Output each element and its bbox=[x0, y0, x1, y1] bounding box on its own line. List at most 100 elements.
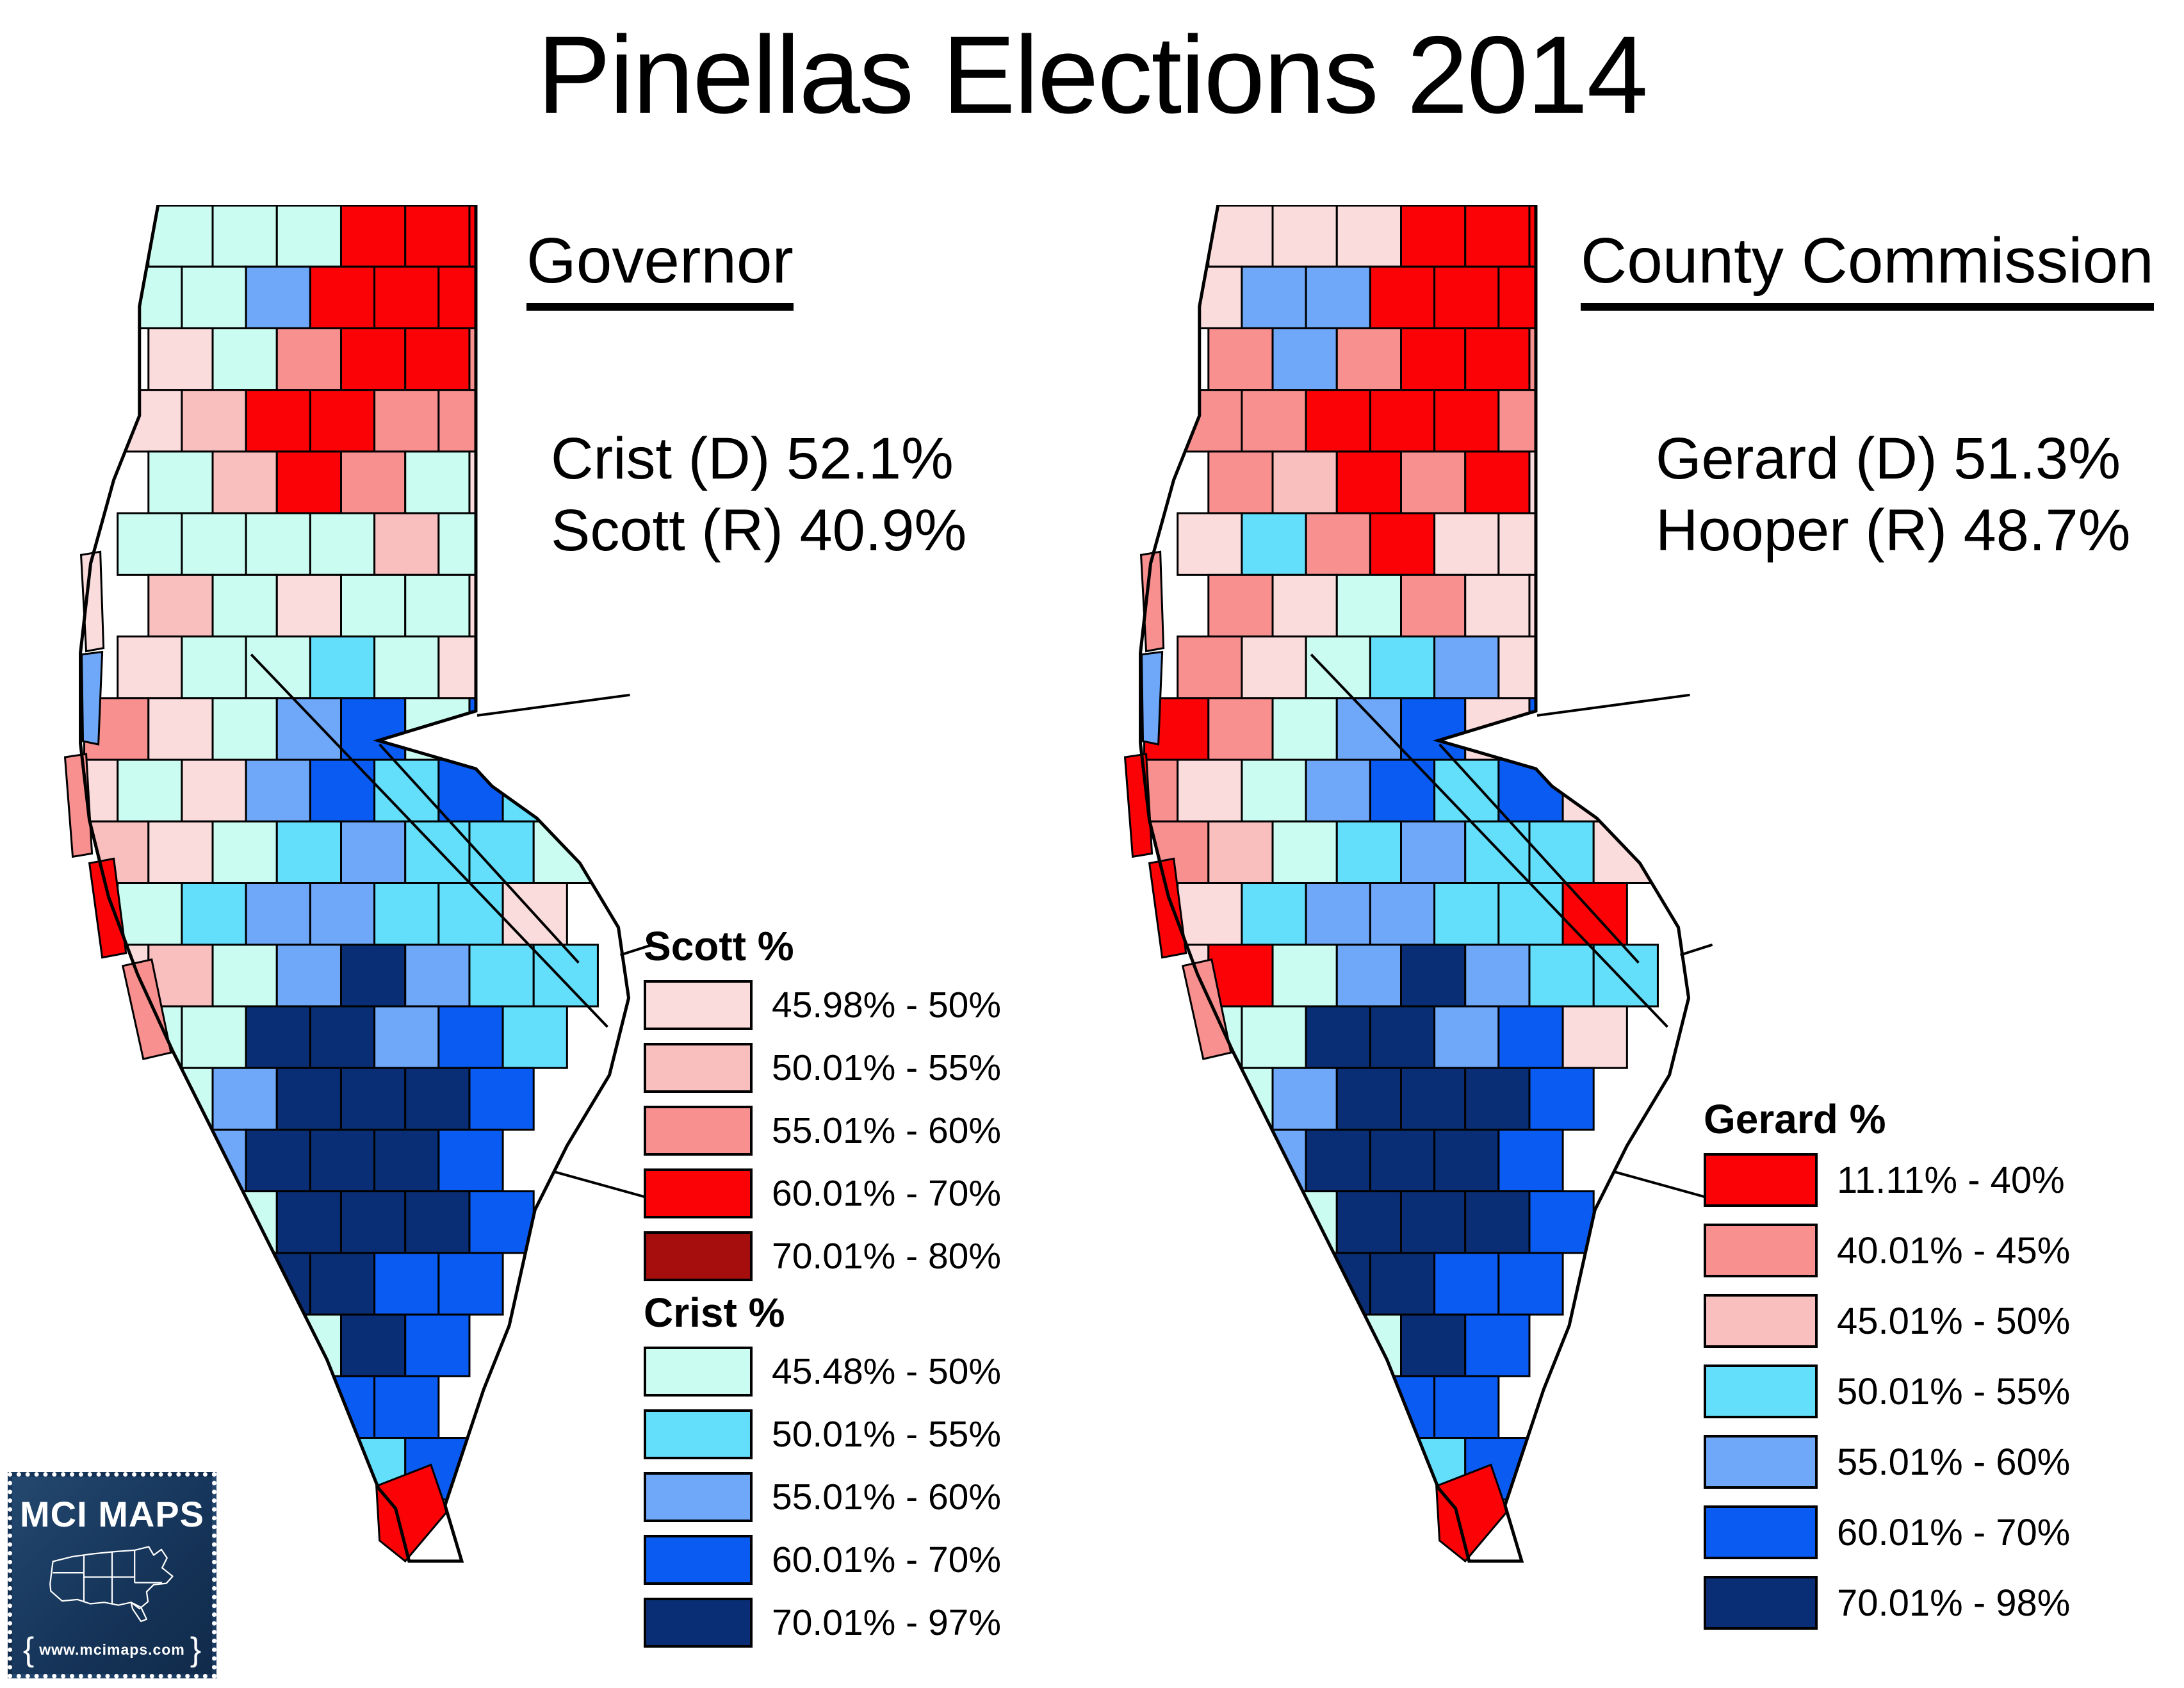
precinct bbox=[1305, 512, 1371, 576]
precinct bbox=[309, 1252, 376, 1316]
precinct bbox=[1528, 944, 1595, 1008]
precinct bbox=[339, 327, 407, 391]
legend-range-label: 45.01% - 50% bbox=[1837, 1300, 2071, 1342]
precinct bbox=[1335, 1067, 1403, 1131]
page-title: Pinellas Elections 2014 bbox=[537, 13, 1648, 136]
precinct bbox=[1271, 327, 1338, 391]
precinct bbox=[1433, 389, 1500, 453]
precinct bbox=[437, 265, 504, 329]
precinct bbox=[147, 573, 214, 638]
legend-swatch bbox=[1704, 1364, 1818, 1418]
legend-range-label: 70.01% - 97% bbox=[772, 1602, 1002, 1643]
precinct bbox=[468, 1190, 535, 1254]
precinct bbox=[1464, 573, 1531, 638]
precinct bbox=[1305, 1375, 1371, 1439]
precinct bbox=[1335, 697, 1403, 761]
precinct bbox=[245, 512, 311, 576]
precinct bbox=[1497, 1252, 1564, 1316]
precinct bbox=[147, 1067, 214, 1131]
county-outline bbox=[1139, 205, 1691, 1563]
precinct bbox=[1177, 265, 1243, 329]
barrier-island bbox=[1141, 650, 1164, 746]
barrier-island bbox=[375, 1463, 448, 1563]
precinct bbox=[1305, 881, 1371, 946]
precinct bbox=[1207, 820, 1274, 884]
legend-row: 60.01% - 70% bbox=[644, 1535, 1001, 1585]
precinct bbox=[1497, 265, 1564, 329]
precinct bbox=[211, 573, 278, 638]
precinct bbox=[1305, 389, 1371, 453]
precinct bbox=[1335, 573, 1403, 638]
precinct bbox=[1464, 327, 1531, 391]
precinct bbox=[1271, 573, 1338, 638]
precinct bbox=[1369, 265, 1436, 329]
brace-left: { bbox=[22, 1631, 35, 1668]
precinct bbox=[1528, 1190, 1595, 1254]
precinct bbox=[468, 205, 535, 268]
precinct bbox=[1433, 1005, 1500, 1069]
precinct bbox=[309, 265, 376, 329]
precinct bbox=[468, 450, 535, 514]
governor-result-dem: Crist (D) 52.1% bbox=[551, 426, 954, 491]
precinct bbox=[1143, 1313, 1210, 1377]
precinct bbox=[1592, 820, 1659, 884]
legend-range-label: 70.01% - 98% bbox=[1837, 1582, 2071, 1624]
precinct bbox=[211, 450, 278, 514]
precinct bbox=[1335, 944, 1403, 1008]
precinct bbox=[1241, 758, 1307, 823]
precinct bbox=[1271, 1313, 1338, 1377]
precinct bbox=[404, 1190, 471, 1254]
precinct bbox=[1305, 758, 1371, 823]
precinct bbox=[373, 881, 440, 946]
legend-swatch bbox=[1704, 1224, 1818, 1277]
precinct bbox=[437, 1128, 504, 1193]
precinct bbox=[501, 758, 568, 823]
precinct bbox=[1369, 635, 1436, 700]
logo-title: MCI MAPS bbox=[20, 1494, 204, 1534]
precinct bbox=[437, 881, 504, 946]
legend-swatch bbox=[644, 1106, 753, 1156]
precinct bbox=[373, 265, 440, 329]
precinct bbox=[19, 1006, 53, 1068]
precinct bbox=[181, 1252, 247, 1316]
legend-row: 55.01% - 60% bbox=[644, 1106, 1001, 1156]
legend-swatch bbox=[1704, 1505, 1818, 1559]
precinct bbox=[437, 1252, 504, 1316]
precinct bbox=[1399, 205, 1467, 268]
precinct bbox=[275, 820, 343, 884]
legend-range-label: 50.01% - 55% bbox=[772, 1047, 1002, 1088]
precinct bbox=[1497, 1128, 1564, 1193]
precinct bbox=[1241, 1128, 1307, 1193]
precinct bbox=[1464, 1067, 1531, 1131]
precinct bbox=[1528, 450, 1595, 514]
precinct bbox=[309, 758, 376, 823]
legend-swatch bbox=[644, 1168, 753, 1218]
precinct bbox=[1177, 881, 1243, 946]
legend-range-label: 70.01% - 80% bbox=[772, 1236, 1002, 1277]
precinct bbox=[404, 944, 471, 1008]
precinct bbox=[181, 1128, 247, 1193]
commission-heading: County Commission bbox=[1581, 224, 2154, 311]
legend-range-label: 60.01% - 70% bbox=[772, 1173, 1002, 1214]
precinct bbox=[211, 1437, 278, 1501]
precinct bbox=[275, 1067, 343, 1131]
precinct bbox=[1369, 881, 1436, 946]
scott-legend: Scott % 45.98% - 50% 50.01% - 55% 55.01% - … bbox=[644, 922, 1001, 1294]
county-outline bbox=[79, 205, 631, 1563]
precinct bbox=[309, 1375, 376, 1439]
precinct bbox=[1207, 697, 1274, 761]
precinct bbox=[1140, 1005, 1179, 1069]
precinct bbox=[1464, 944, 1531, 1008]
precinct bbox=[117, 1252, 183, 1316]
legend-row: 45.01% - 50% bbox=[1704, 1294, 2070, 1348]
precinct bbox=[1497, 512, 1564, 576]
precinct bbox=[1399, 450, 1467, 514]
precinct bbox=[501, 881, 568, 946]
precinct bbox=[1335, 205, 1403, 268]
precinct bbox=[211, 1067, 278, 1131]
legend-swatch bbox=[644, 1043, 753, 1093]
precinct bbox=[1433, 1252, 1500, 1316]
precinct bbox=[1369, 1375, 1436, 1439]
precinct bbox=[1143, 1067, 1210, 1131]
precinct bbox=[468, 327, 535, 391]
